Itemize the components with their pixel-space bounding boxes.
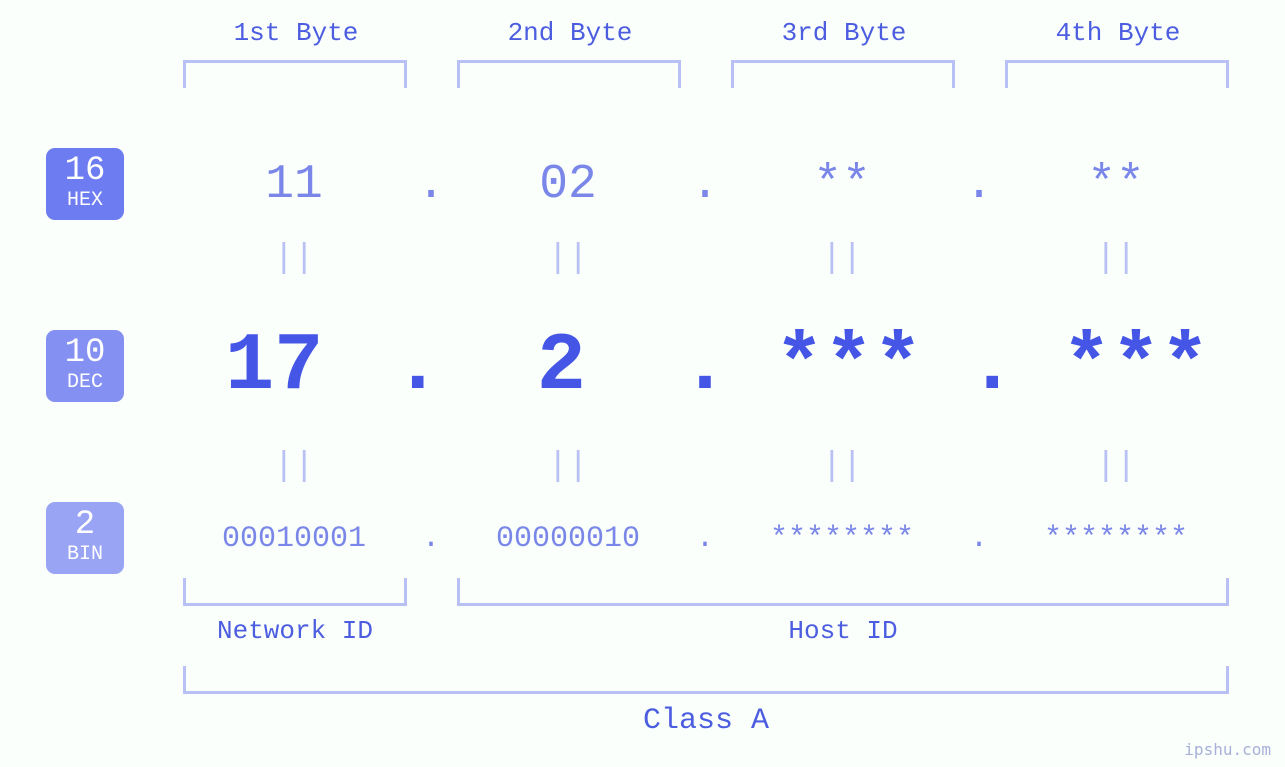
dot-hex-1: . [413, 158, 449, 212]
badge-hex-label: HEX [67, 190, 103, 212]
label-host-id: Host ID [457, 616, 1229, 646]
base-badge-dec: 10 DEC [46, 330, 124, 402]
label-network-id: Network ID [183, 616, 407, 646]
badge-hex-num: 16 [65, 154, 106, 188]
row-dec: 17 . 2 . *** . *** [175, 320, 1235, 413]
dot-dec-1: . [393, 320, 442, 413]
equals-icon: || [175, 448, 413, 486]
dec-byte-3: *** [730, 320, 968, 413]
top-bracket-4 [1005, 60, 1229, 88]
bottom-bracket-host [457, 578, 1229, 606]
equals-icon: || [723, 448, 961, 486]
badge-bin-num: 2 [75, 508, 95, 542]
dec-byte-2: 2 [442, 320, 680, 413]
byte-header-3: 3rd Byte [724, 18, 964, 48]
dot-bin-3: . [961, 522, 997, 556]
equals-icon: || [723, 240, 961, 278]
bin-byte-3: ******** [723, 522, 961, 556]
dot-hex-2: . [687, 158, 723, 212]
dot-bin-2: . [687, 522, 723, 556]
row-bin: 00010001 . 00000010 . ******** . *******… [175, 522, 1235, 556]
equals-icon: || [449, 448, 687, 486]
bin-byte-1: 00010001 [175, 522, 413, 556]
ip-bytes-diagram: 1st Byte 2nd Byte 3rd Byte 4th Byte 16 H… [0, 0, 1285, 767]
base-badge-hex: 16 HEX [46, 148, 124, 220]
top-bracket-2 [457, 60, 681, 88]
class-bracket [183, 666, 1229, 694]
hex-byte-2: 02 [449, 158, 687, 212]
row-hex: 11 . 02 . ** . ** [175, 158, 1235, 212]
byte-header-2: 2nd Byte [450, 18, 690, 48]
equals-row-2: || || || || [175, 448, 1235, 486]
watermark: ipshu.com [1184, 740, 1271, 759]
equals-row-1: || || || || [175, 240, 1235, 278]
equals-icon: || [997, 448, 1235, 486]
label-class: Class A [183, 704, 1229, 738]
base-badge-bin: 2 BIN [46, 502, 124, 574]
equals-icon: || [175, 240, 413, 278]
equals-icon: || [449, 240, 687, 278]
hex-byte-4: ** [997, 158, 1235, 212]
hex-byte-1: 11 [175, 158, 413, 212]
dec-byte-1: 17 [155, 320, 393, 413]
bin-byte-2: 00000010 [449, 522, 687, 556]
bottom-bracket-network [183, 578, 407, 606]
dot-hex-3: . [961, 158, 997, 212]
badge-bin-label: BIN [67, 544, 103, 566]
dot-bin-1: . [413, 522, 449, 556]
badge-dec-num: 10 [65, 336, 106, 370]
top-bracket-1 [183, 60, 407, 88]
hex-byte-3: ** [723, 158, 961, 212]
dot-dec-2: . [680, 320, 729, 413]
bin-byte-4: ******** [997, 522, 1235, 556]
badge-dec-label: DEC [67, 372, 103, 394]
dec-byte-4: *** [1017, 320, 1255, 413]
equals-icon: || [997, 240, 1235, 278]
dot-dec-3: . [968, 320, 1017, 413]
top-bracket-3 [731, 60, 955, 88]
byte-header-1: 1st Byte [176, 18, 416, 48]
byte-header-4: 4th Byte [998, 18, 1238, 48]
